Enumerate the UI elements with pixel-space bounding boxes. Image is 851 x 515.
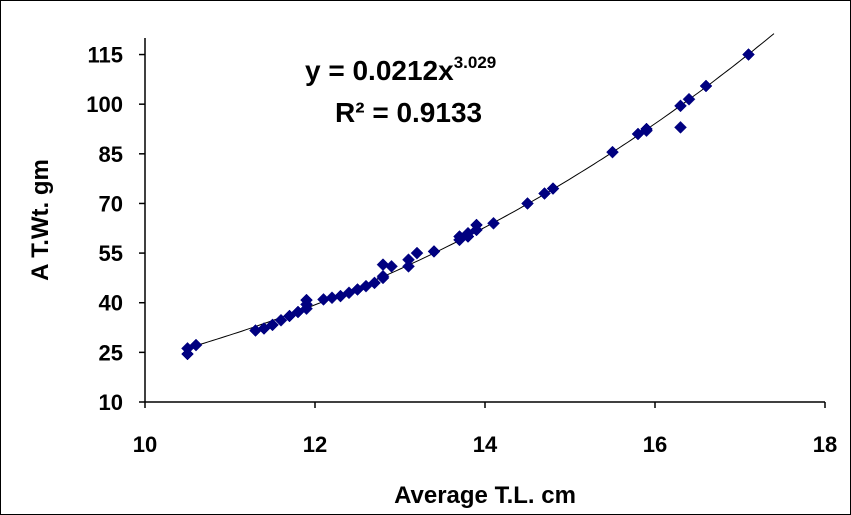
data-point (699, 79, 713, 93)
x-tick-label: 12 (303, 432, 327, 457)
x-tick-label: 18 (813, 432, 837, 457)
data-point (521, 197, 534, 210)
r-squared-text: R² = 0.9133 (335, 97, 482, 128)
data-point (274, 313, 288, 327)
data-point (376, 269, 390, 283)
equation-text: y = 0.0212x3.029 (305, 53, 496, 86)
data-point (283, 309, 296, 323)
data-point (402, 253, 415, 267)
x-tick-label: 14 (473, 432, 498, 457)
data-point (368, 276, 381, 290)
data-point (385, 259, 398, 273)
y-tick-label: 70 (99, 191, 123, 216)
x-axis-ticks: 10 12 14 16 18 (133, 402, 837, 457)
x-tick-label: 16 (643, 432, 667, 457)
plot-area (181, 33, 775, 361)
data-point (606, 145, 619, 159)
data-point (538, 187, 551, 200)
data-point (266, 318, 279, 332)
data-point (410, 246, 424, 260)
data-point (674, 120, 687, 134)
data-points (181, 48, 755, 361)
data-point (640, 122, 653, 136)
y-tick-label: 10 (99, 390, 123, 415)
y-tick-label: 115 (88, 43, 124, 68)
data-point (674, 99, 687, 113)
data-point (546, 182, 560, 195)
trendline (187, 33, 775, 349)
data-point (402, 259, 415, 273)
data-point (376, 258, 390, 272)
equation-base: y = 0.0212x (305, 55, 454, 86)
y-tick-label: 85 (99, 142, 123, 167)
data-point (181, 347, 194, 361)
y-axis-ticks: 10 25 40 55 70 85 100 115 (86, 43, 145, 415)
axes: 10 12 14 16 18 10 25 40 55 70 85 100 115 (86, 38, 837, 457)
x-tick-label: 10 (133, 432, 157, 457)
y-axis-title: A T.Wt. gm (27, 159, 54, 281)
trendline-equation: y = 0.0212x3.029 R² = 0.9133 (305, 53, 496, 128)
y-tick-label: 25 (99, 340, 123, 365)
equation-exponent: 3.029 (454, 53, 497, 72)
y-tick-label: 40 (99, 291, 123, 316)
data-point (742, 48, 755, 61)
data-point (300, 293, 313, 307)
data-point (470, 218, 483, 232)
data-point (189, 338, 203, 352)
data-point (487, 216, 500, 230)
data-point (682, 92, 696, 106)
y-tick-label: 55 (99, 241, 123, 266)
data-point (427, 245, 441, 258)
y-tick-label: 100 (86, 92, 123, 117)
x-axis-title: Average T.L. cm (394, 482, 576, 509)
